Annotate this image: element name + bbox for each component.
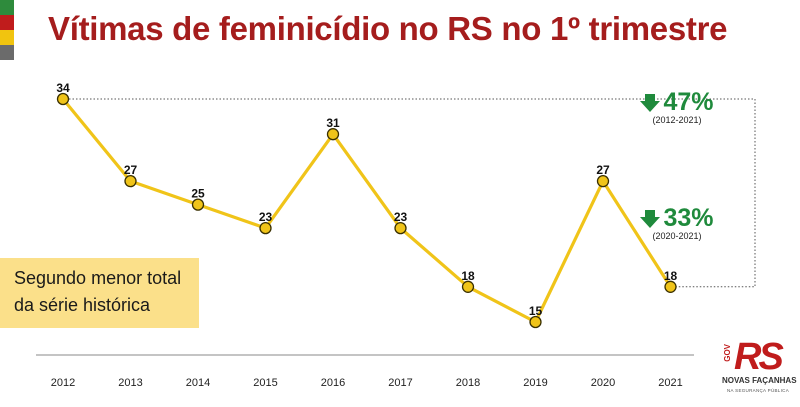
data-label: 18 — [664, 269, 678, 283]
data-label: 18 — [461, 269, 475, 283]
logo-name: NOVAS FAÇANHAS — [722, 376, 797, 385]
data-point — [664, 280, 677, 293]
decrease-value: 33% — [663, 204, 714, 232]
flag-stripe-red — [0, 15, 14, 30]
annotation-line-2: da série histórica — [14, 295, 151, 315]
data-point — [394, 221, 407, 235]
chart-title: Vítimas de feminicídio no RS no 1º trime… — [48, 10, 728, 47]
x-tick-label: 2020 — [591, 377, 615, 389]
data-label: 25 — [191, 187, 205, 201]
annotation-line-1: Segundo menor total — [14, 268, 182, 288]
decrease-2012-2021: 47% (2012-2021) — [632, 88, 722, 125]
data-label: 34 — [56, 81, 70, 95]
down-arrow-icon — [640, 93, 661, 112]
data-label: 27 — [124, 163, 138, 177]
logo-gov: GOV — [723, 344, 732, 362]
data-point — [124, 175, 137, 188]
data-point — [326, 128, 340, 141]
data-label: 31 — [326, 116, 340, 130]
x-tick-label: 2013 — [118, 377, 142, 389]
logo-subtitle: NA SEGURANÇA PÚBLICA — [726, 388, 790, 393]
x-tick-label: 2018 — [456, 377, 480, 389]
data-label: 27 — [596, 163, 610, 177]
x-tick-label: 2015 — [253, 377, 277, 389]
logo-rs: RS — [734, 336, 784, 378]
series-line — [61, 97, 672, 324]
flag-stripe-yellow — [0, 30, 14, 45]
decrease-2020-2021: 33% (2020-2021) — [632, 204, 722, 241]
government-logo: GOV RS NOVAS FAÇANHAS NA SEGURANÇA PÚBLI… — [722, 336, 797, 400]
x-tick-label: 2016 — [321, 377, 345, 389]
x-tick-label: 2021 — [658, 377, 682, 389]
state-flag-stripes — [0, 0, 14, 60]
x-tick-label: 2014 — [186, 377, 210, 389]
x-tick-label: 2019 — [523, 377, 547, 389]
data-label: 23 — [259, 210, 273, 224]
x-tick-label: 2012 — [51, 377, 75, 389]
flag-stripe-gray — [0, 45, 14, 60]
data-label: 23 — [394, 210, 408, 224]
comparison-bracket — [69, 98, 756, 288]
data-point — [259, 221, 272, 235]
x-tick-label: 2017 — [388, 377, 412, 389]
decrease-value: 47% — [663, 88, 714, 116]
series-low-annotation: Segundo menor total da série histórica — [0, 258, 199, 328]
decrease-period: (2012-2021) — [652, 115, 702, 125]
data-point — [56, 92, 70, 106]
data-point — [529, 315, 542, 329]
flag-stripe-green — [0, 0, 14, 15]
down-arrow-icon — [640, 209, 661, 228]
data-label: 15 — [529, 304, 543, 318]
decrease-period: (2020-2021) — [652, 231, 702, 241]
data-point — [191, 198, 205, 211]
data-point — [596, 175, 610, 188]
data-point — [461, 280, 475, 293]
